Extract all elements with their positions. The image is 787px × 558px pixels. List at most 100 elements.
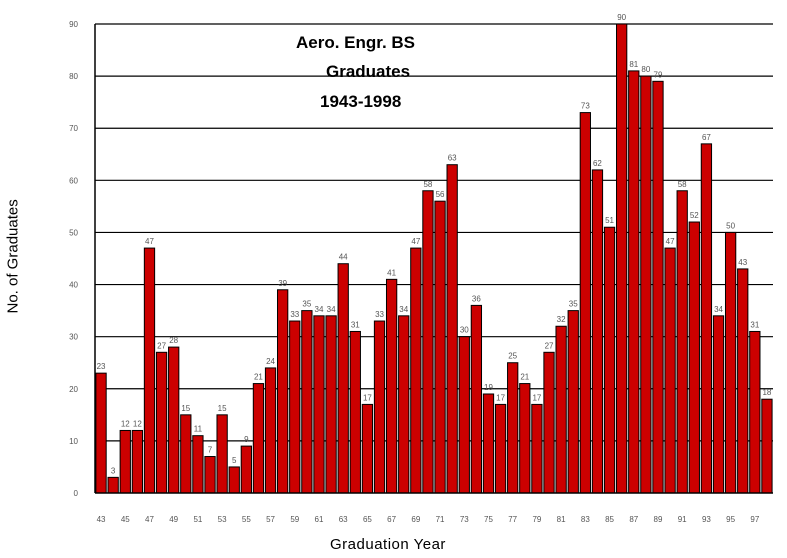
bar [131,429,144,494]
bar [761,398,773,494]
bar [168,346,180,494]
x-tick-label: 89 [654,515,663,524]
x-tick-label: 77 [508,515,517,524]
bar-value-label: 15 [218,404,227,413]
x-tick-label: 55 [242,515,251,524]
y-axis-label: No. of Graduates [4,199,22,314]
y-tick-label: 10 [69,437,78,446]
bar [688,221,700,494]
bar-value-label: 58 [423,180,432,189]
bar [640,75,652,494]
bar [700,143,713,494]
bar-value-label: 73 [581,102,590,111]
y-tick-label: 20 [69,385,78,394]
bar [519,383,531,494]
axes [94,24,773,494]
bar-value-label: 33 [375,310,384,319]
bar [567,310,579,494]
bar [398,315,410,494]
x-tick-label: 63 [339,515,348,524]
bar-value-label: 34 [315,305,324,314]
bar [494,403,507,494]
bar [543,351,555,494]
bar-value-label: 58 [678,180,687,189]
bar-value-label: 47 [666,237,675,246]
x-tick-label: 59 [290,515,299,524]
bar-value-label: 67 [702,133,711,142]
bar [264,367,277,494]
x-tick-label: 67 [387,515,396,524]
x-tick-label: 49 [169,515,178,524]
bar [143,247,156,494]
bar-value-label: 31 [351,320,360,329]
bar [337,263,349,494]
bar [652,80,664,494]
bar-value-label: 31 [750,320,759,329]
bar [385,278,398,494]
bar [349,330,361,494]
bar [325,315,337,494]
bar [482,393,495,494]
y-tick-labels: 0 10 20 30 40 50 60 70 80 90 [69,20,78,498]
y-tick-label: 40 [69,281,78,290]
bar [628,70,640,494]
bar [591,169,604,494]
bar [240,445,252,494]
bar-value-label: 39 [278,279,287,288]
x-tick-labels: 43 45 47 49 51 53 55 57 59 61 63 65 67 69 71 73 75 77 79 81… [97,515,760,524]
bar [458,336,470,494]
bar-value-label: 41 [387,268,396,277]
bar [301,310,313,494]
bar-value-label: 15 [181,404,190,413]
bar [361,403,374,494]
bar [228,466,240,494]
y-tick-label: 70 [69,124,78,133]
bar-value-label: 81 [629,60,638,69]
x-tick-label: 83 [581,515,590,524]
bar-value-label: 27 [157,341,166,350]
bar [434,200,446,494]
bar [507,362,519,494]
x-tick-label: 53 [218,515,227,524]
bar-value-label: 79 [654,70,663,79]
x-tick-label: 75 [484,515,493,524]
chart-title-line-1: Aero. Engr. BS [296,33,416,52]
bar [616,23,628,494]
x-axis-label: Graduation Year [330,536,446,553]
bar [95,372,107,494]
bar-value-label: 17 [363,393,372,402]
bar [749,330,761,494]
bar-value-label: 51 [605,216,614,225]
x-tick-label: 43 [97,515,106,524]
chart-title-line-3: 1943-1998 [320,92,402,111]
bar-value-label: 11 [194,425,203,434]
bar [119,429,131,494]
x-tick-label: 65 [363,515,372,524]
x-tick-label: 51 [193,515,202,524]
bar-value-label: 90 [617,13,626,22]
bar-value-label: 33 [290,310,299,319]
bar-value-label: 34 [327,305,336,314]
bar-value-label: 17 [496,393,505,402]
bar-value-label: 80 [641,65,650,74]
bar-value-label: 50 [726,221,735,230]
x-tick-label: 79 [532,515,541,524]
bar-value-label: 63 [448,154,457,163]
bar [446,164,458,494]
bars [95,23,773,494]
bar [313,315,325,494]
bar [107,476,119,494]
y-tick-label: 90 [69,20,78,29]
y-tick-label: 80 [69,72,78,81]
bar [555,325,567,494]
gridlines [95,23,773,442]
bar [737,268,749,494]
bar [252,383,265,494]
bar-value-label: 3 [111,466,116,475]
bar [204,456,216,494]
x-tick-label: 57 [266,515,275,524]
bar-value-label: 21 [254,373,263,382]
bar-value-label: 34 [399,305,408,314]
x-tick-label: 45 [121,515,130,524]
